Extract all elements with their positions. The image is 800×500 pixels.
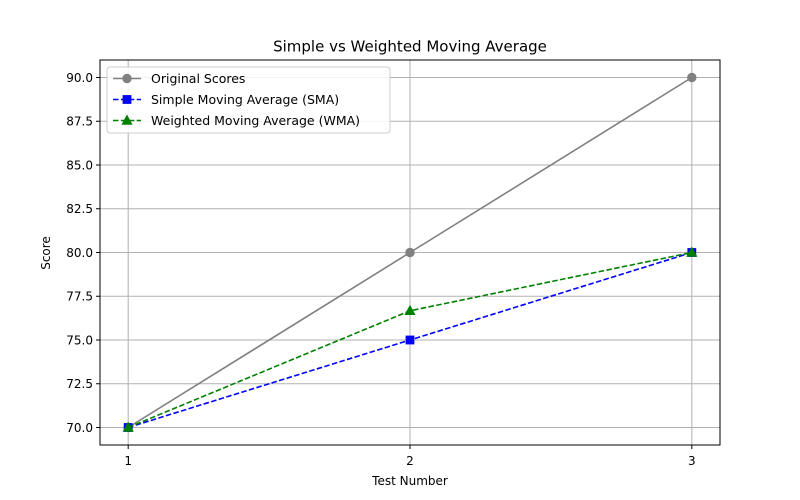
data-point [687, 72, 697, 83]
y-tick-label: 77.5 [66, 290, 93, 304]
data-point [122, 421, 134, 432]
legend-entry: Original Scores [113, 71, 245, 86]
legend-marker [121, 114, 133, 125]
legend-label: Simple Moving Average (SMA) [151, 92, 339, 107]
legend-entry: Simple Moving Average (SMA) [113, 92, 339, 107]
data-point [405, 247, 415, 258]
data-series [122, 72, 698, 433]
data-point [686, 246, 698, 257]
legend-box [106, 66, 391, 134]
x-tick-label: 2 [406, 454, 414, 468]
series-2 [122, 246, 698, 432]
y-tick-label: 70.0 [66, 421, 93, 435]
y-axis-label: Score [39, 236, 53, 270]
x-axis-label: Test Number [371, 474, 448, 488]
data-point [404, 304, 416, 316]
y-tick-label: 75.0 [66, 333, 93, 347]
y-tick-label: 87.5 [66, 115, 93, 129]
legend-label: Weighted Moving Average (WMA) [151, 113, 360, 128]
legend-entry: Weighted Moving Average (WMA) [113, 113, 360, 128]
legend-marker [122, 73, 132, 84]
x-tick-label: 1 [124, 454, 132, 468]
legend: Original Scores Simple Moving Average (SM… [106, 66, 391, 134]
x-tick-label: 3 [688, 454, 696, 468]
y-tick-label: 82.5 [66, 202, 93, 216]
data-point [405, 335, 415, 345]
y-tick-label: 90.0 [66, 71, 93, 85]
y-tick-label: 80.0 [66, 246, 93, 260]
legend-marker [122, 95, 132, 104]
y-tick-label: 85.0 [66, 158, 93, 172]
legend-label: Original Scores [151, 71, 245, 86]
chart-title: Simple vs Weighted Moving Average [273, 38, 547, 56]
y-tick-label: 72.5 [66, 377, 93, 391]
axes: 70.0 72.5 75.0 77.5 80.0 82.5 85.0 87.5 90.0 1 2 3 [66, 59, 721, 468]
